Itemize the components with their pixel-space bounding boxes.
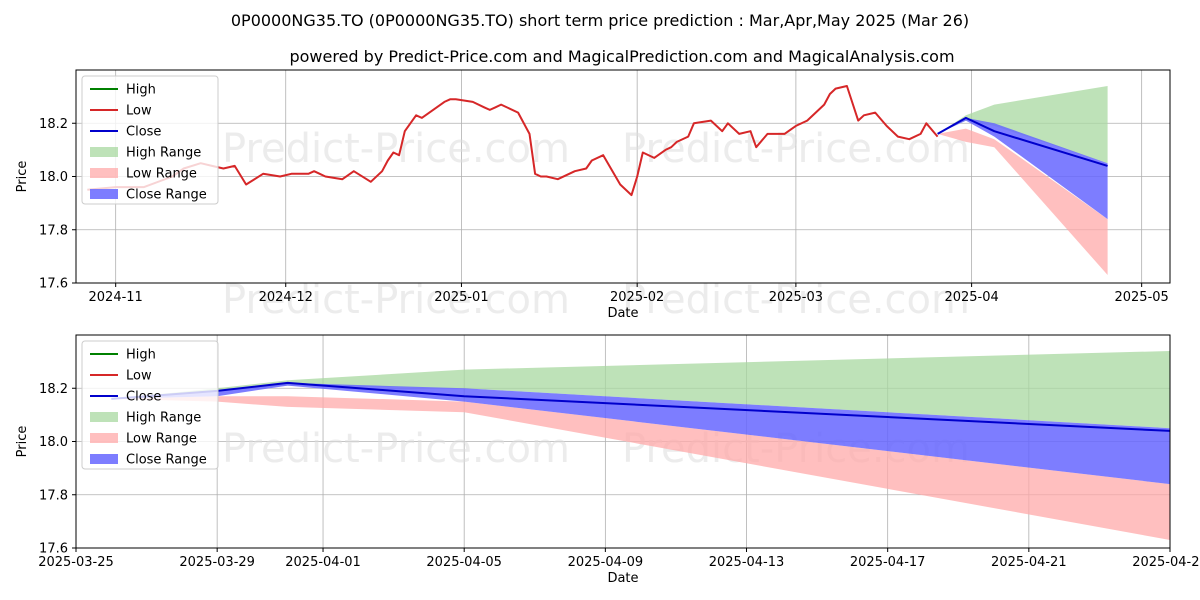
legend-label: Low Range — [126, 432, 197, 447]
y-tick-label: 17.8 — [39, 488, 68, 503]
chart-panel-1: Predict-Price.com Predict-Price.com Predic… — [15, 69, 1171, 323]
y-tick-label: 18.2 — [39, 382, 68, 397]
legend-label: High Range — [126, 146, 201, 161]
watermark-text: Predict-Price.com — [222, 277, 570, 323]
legend-label: Close — [126, 390, 161, 405]
low-range-band — [937, 128, 1108, 275]
x-tick-label: 2025-04-21 — [991, 555, 1067, 570]
x-tick-label: 2024-11 — [89, 290, 143, 305]
legend-label: Low — [126, 369, 152, 384]
watermark-text: Predict-Price.com — [622, 126, 970, 172]
y-tick-label: 18.0 — [39, 170, 68, 185]
chart-panel-2: Predict-Price.comPredict-Price.com17.617… — [15, 334, 1200, 586]
x-tick-label: 2025-05 — [1114, 290, 1168, 305]
legend-label: High — [126, 348, 156, 363]
legend-swatch-patch — [90, 433, 118, 443]
x-tick-label: 2025-01 — [434, 290, 488, 305]
x-tick-label: 2025-04-25 — [1132, 555, 1200, 570]
legend-swatch-patch — [90, 147, 118, 157]
x-tick-label: 2025-04-05 — [426, 555, 502, 570]
legend-label: High — [126, 83, 156, 98]
x-tick-label: 2025-04-13 — [709, 555, 785, 570]
x-tick-label: 2025-03-25 — [38, 555, 114, 570]
watermark-text: Predict-Price.com — [222, 126, 570, 172]
low-series-line — [87, 85, 939, 197]
legend-label: Close — [126, 125, 161, 140]
x-tick-label: 2025-04-09 — [568, 555, 644, 570]
y-axis-label: Price — [15, 426, 30, 458]
close-series-line — [937, 116, 1108, 167]
x-axis-label: Date — [607, 306, 638, 321]
close-range-band — [937, 117, 1108, 220]
plot-area — [87, 85, 1108, 275]
x-tick-label: 2025-04-01 — [285, 555, 361, 570]
legend-label: Close Range — [126, 188, 207, 203]
high-range-band — [111, 351, 1170, 429]
legend-swatch-patch — [90, 454, 118, 464]
x-tick-label: 2025-04-17 — [850, 555, 926, 570]
x-tick-label: 2025-03-29 — [179, 555, 255, 570]
x-tick-label: 2025-04 — [944, 290, 998, 305]
y-tick-label: 18.0 — [39, 435, 68, 450]
y-tick-label: 17.6 — [39, 542, 68, 557]
legend-label: Low Range — [126, 167, 197, 182]
y-axis-label: Price — [15, 161, 30, 193]
chart-subtitle: powered by Predict-Price.com and Magical… — [289, 47, 954, 66]
legend-label: Close Range — [126, 453, 207, 468]
x-tick-label: 2025-02 — [610, 290, 664, 305]
x-tick-label: 2024-12 — [259, 290, 313, 305]
legend-label: Low — [126, 104, 152, 119]
legend-swatch-patch — [90, 189, 118, 199]
legend-label: High Range — [126, 411, 201, 426]
legend-swatch-patch — [90, 412, 118, 422]
high-range-band — [937, 86, 1108, 164]
chart-title: 0P0000NG35.TO (0P0000NG35.TO) short term… — [231, 11, 969, 30]
y-tick-label: 18.2 — [39, 117, 68, 132]
legend: High Low Close High Range Low Range Close Ran… — [81, 75, 219, 205]
y-tick-label: 17.8 — [39, 223, 68, 238]
x-tick-label: 2025-03 — [769, 290, 823, 305]
y-tick-label: 17.6 — [39, 277, 68, 292]
watermark-text: Predict-Price.com — [222, 426, 570, 472]
legend: High Low Close High Range Low Range Close Ran… — [81, 340, 219, 470]
x-axis-label: Date — [607, 571, 638, 586]
legend-swatch-patch — [90, 168, 118, 178]
low-range-band — [111, 396, 1170, 540]
